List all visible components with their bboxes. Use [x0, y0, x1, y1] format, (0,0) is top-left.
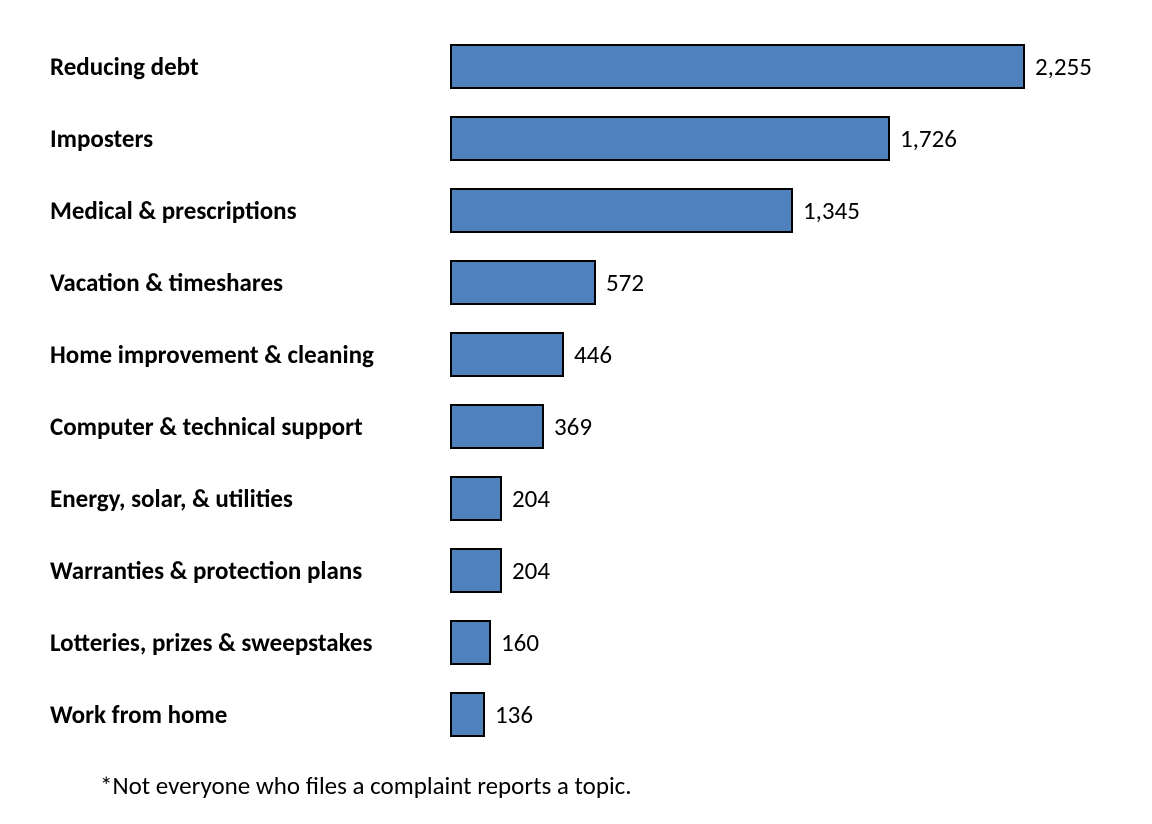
value-label: 160 [501, 627, 539, 658]
chart-row: Home improvement & cleaning 446 [40, 318, 1112, 390]
bar-cell: 369 [450, 404, 1112, 449]
value-label: 136 [495, 699, 533, 730]
bar-cell: 160 [450, 620, 1112, 665]
chart-row: Medical & prescriptions 1,345 [40, 174, 1112, 246]
value-label: 446 [574, 339, 612, 370]
category-label: Imposters [40, 123, 450, 154]
bar [450, 476, 502, 521]
category-label: Warranties & protection plans [40, 555, 450, 586]
bar [450, 620, 491, 665]
category-label: Vacation & timeshares [40, 267, 450, 298]
value-label: 369 [554, 411, 592, 442]
bar-cell: 446 [450, 332, 1112, 377]
bar-cell: 136 [450, 692, 1112, 737]
value-label: 1,345 [803, 195, 860, 226]
category-label: Computer & technical support [40, 411, 450, 442]
chart-row: Warranties & protection plans 204 [40, 534, 1112, 606]
chart-row: Reducing debt 2,255 [40, 30, 1112, 102]
value-label: 572 [606, 267, 644, 298]
chart-row: Energy, solar, & utilities 204 [40, 462, 1112, 534]
category-label: Lotteries, prizes & sweepstakes [40, 627, 450, 658]
bar-cell: 1,726 [450, 116, 1112, 161]
bar [450, 404, 544, 449]
bar-cell: 2,255 [450, 44, 1112, 89]
bar [450, 332, 564, 377]
chart-row: Work from home 136 [40, 678, 1112, 750]
chart-row: Computer & technical support 369 [40, 390, 1112, 462]
footnote: *Not everyone who files a complaint repo… [40, 770, 1112, 801]
bar [450, 548, 502, 593]
bar [450, 188, 793, 233]
value-label: 1,726 [900, 123, 957, 154]
value-label: 204 [512, 483, 550, 514]
bar [450, 116, 890, 161]
category-label: Medical & prescriptions [40, 195, 450, 226]
bar-cell: 572 [450, 260, 1112, 305]
value-label: 2,255 [1035, 51, 1092, 82]
bar [450, 44, 1025, 89]
category-label: Reducing debt [40, 51, 450, 82]
chart-row: Lotteries, prizes & sweepstakes 160 [40, 606, 1112, 678]
bar-cell: 1,345 [450, 188, 1112, 233]
category-label: Work from home [40, 699, 450, 730]
bar [450, 260, 596, 305]
bar [450, 692, 485, 737]
value-label: 204 [512, 555, 550, 586]
bar-cell: 204 [450, 548, 1112, 593]
bar-cell: 204 [450, 476, 1112, 521]
category-label: Home improvement & cleaning [40, 339, 450, 370]
chart-row: Vacation & timeshares 572 [40, 246, 1112, 318]
category-label: Energy, solar, & utilities [40, 483, 450, 514]
bar-chart: Reducing debt 2,255 Imposters 1,726 Medi… [40, 30, 1112, 750]
chart-row: Imposters 1,726 [40, 102, 1112, 174]
